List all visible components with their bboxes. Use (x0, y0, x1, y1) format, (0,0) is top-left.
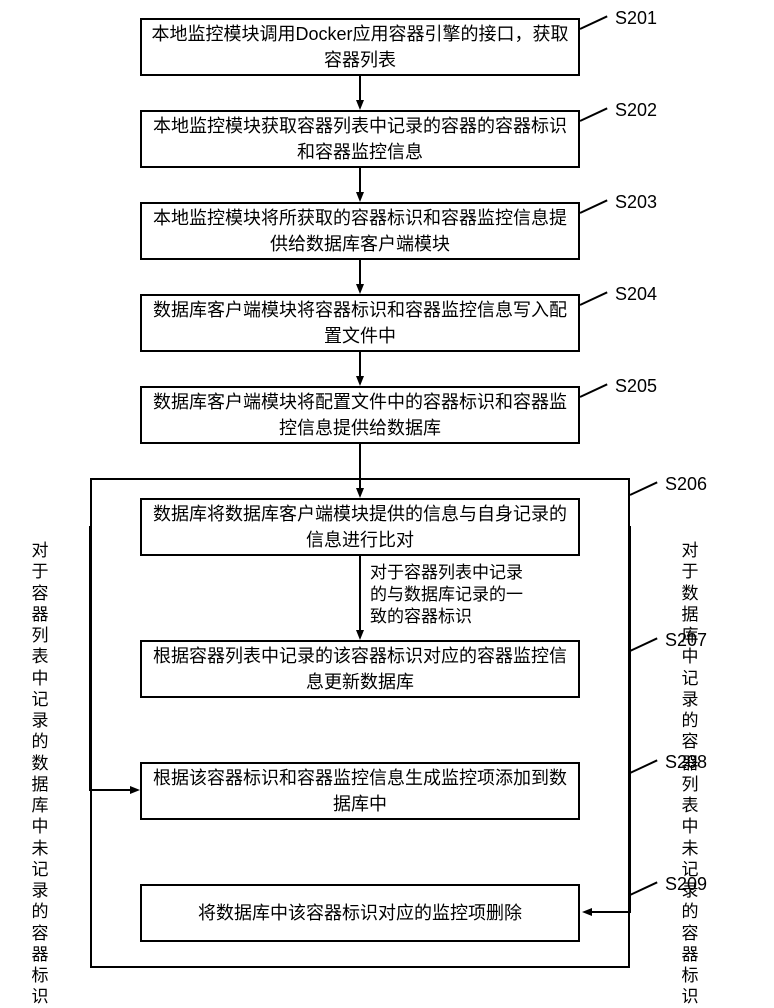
step-s203-label: S203 (615, 192, 657, 213)
step-s206-label: S206 (665, 474, 707, 495)
step-s203: 本地监控模块将所获取的容器标识和容器监控信息提供给数据库客户端模块 (140, 202, 580, 260)
label-bracket-s204 (580, 291, 608, 305)
step-s208-text: 根据该容器标识和容器监控信息生成监控项添加到数据库中 (142, 761, 578, 821)
step-s209-text: 将数据库中该容器标识对应的监控项删除 (190, 896, 530, 930)
step-s207-text: 根据容器列表中记录的该容器标识对应的容器监控信息更新数据库 (142, 639, 578, 699)
step-s204-label: S204 (615, 284, 657, 305)
label-bracket-s205 (580, 383, 608, 397)
arrow-s203-s204 (356, 260, 364, 294)
arrow-s205-s206 (356, 444, 364, 498)
side-label-left-text: 对于容器列表中记录的数据库中未记录的容器标识 (32, 541, 49, 1006)
step-s202-text: 本地监控模块获取容器列表中记录的容器的容器标识和容器监控信息 (142, 109, 578, 169)
step-s202: 本地监控模块获取容器列表中记录的容器的容器标识和容器监控信息 (140, 110, 580, 168)
step-s201: 本地监控模块调用Docker应用容器引擎的接口，获取容器列表 (140, 18, 580, 76)
step-s201-text: 本地监控模块调用Docker应用容器引擎的接口，获取容器列表 (142, 17, 578, 77)
side-label-left: 对于容器列表中记录的数据库中未记录的容器标识 (30, 540, 50, 1008)
step-s203-text: 本地监控模块将所获取的容器标识和容器监控信息提供给数据库客户端模块 (142, 201, 578, 261)
arrow-left-branch (86, 526, 144, 796)
label-bracket-s201 (580, 15, 608, 29)
edge-label-mid-line1: 对于容器列表中记录 (370, 563, 523, 582)
step-s205-text: 数据库客户端模块将配置文件中的容器标识和容器监控信息提供给数据库 (142, 385, 578, 445)
side-label-right: 对于数据库中记录的容器列表中未记录的容器标识 (680, 540, 700, 1008)
step-s208: 根据该容器标识和容器监控信息生成监控项添加到数据库中 (140, 762, 580, 820)
arrow-s206-s207 (356, 556, 364, 640)
label-bracket-s203 (580, 199, 608, 213)
step-s205: 数据库客户端模块将配置文件中的容器标识和容器监控信息提供给数据库 (140, 386, 580, 444)
edge-label-mid: 对于容器列表中记录 的与数据库记录的一 致的容器标识 (370, 562, 570, 628)
arrow-s204-s205 (356, 352, 364, 386)
step-s202-label: S202 (615, 100, 657, 121)
arrow-s201-s202 (356, 76, 364, 110)
step-s205-label: S205 (615, 376, 657, 397)
arrow-s202-s203 (356, 168, 364, 202)
edge-label-mid-line3: 致的容器标识 (370, 607, 472, 626)
side-label-right-text: 对于数据库中记录的容器列表中未记录的容器标识 (682, 541, 699, 1006)
step-s201-label: S201 (615, 8, 657, 29)
step-s209: 将数据库中该容器标识对应的监控项删除 (140, 884, 580, 942)
step-s207: 根据容器列表中记录的该容器标识对应的容器监控信息更新数据库 (140, 640, 580, 698)
label-bracket-s202 (580, 107, 608, 121)
step-s206: 数据库将数据库客户端模块提供的信息与自身记录的信息进行比对 (140, 498, 580, 556)
step-s206-text: 数据库将数据库客户端模块提供的信息与自身记录的信息进行比对 (142, 497, 578, 557)
step-s204: 数据库客户端模块将容器标识和容器监控信息写入配置文件中 (140, 294, 580, 352)
edge-label-mid-line2: 的与数据库记录的一 (370, 585, 523, 604)
label-bracket-s206 (630, 481, 658, 495)
arrow-right-branch (580, 526, 638, 918)
step-s204-text: 数据库客户端模块将容器标识和容器监控信息写入配置文件中 (142, 293, 578, 353)
